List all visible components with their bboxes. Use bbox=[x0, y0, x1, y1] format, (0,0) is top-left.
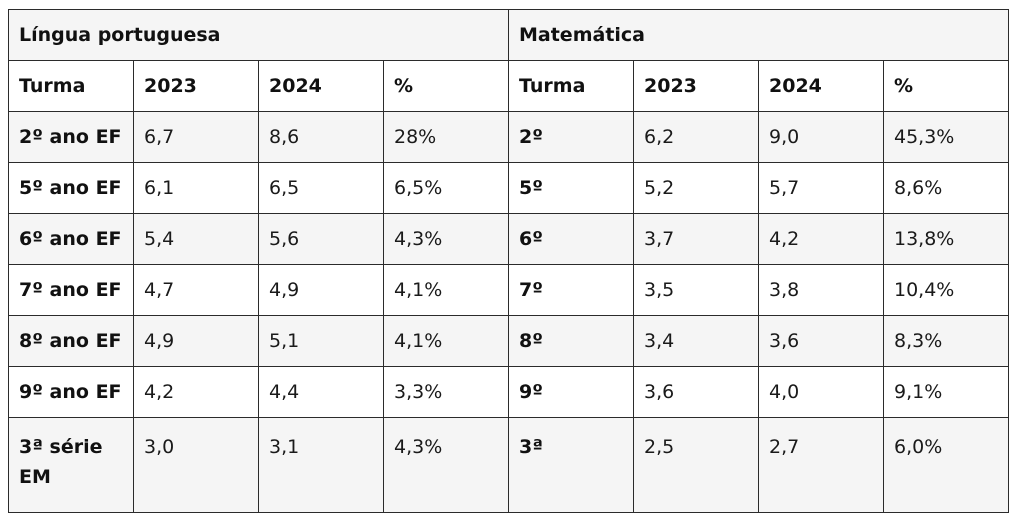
value-cell: 5,2 bbox=[633, 162, 759, 214]
value-cell: 10,4% bbox=[883, 264, 1009, 316]
value-cell: 5,6 bbox=[258, 213, 384, 265]
value-cell: 8,6% bbox=[883, 162, 1009, 214]
table-row: 2º ano EF 6,7 8,6 28% 2º 6,2 9,0 45,3% bbox=[8, 111, 1009, 163]
value-cell: 6,2 bbox=[633, 111, 759, 163]
column-header: 2024 bbox=[758, 60, 884, 112]
value-cell: 4,0 bbox=[758, 366, 884, 418]
value-cell: 5,1 bbox=[258, 315, 384, 367]
value-cell: 3,3% bbox=[383, 366, 509, 418]
row-label-cell: 8º bbox=[508, 315, 634, 367]
value-cell: 8,6 bbox=[258, 111, 384, 163]
value-cell: 28% bbox=[383, 111, 509, 163]
table-row: 3ª série EM 3,0 3,1 4,3% 3ª 2,5 2,7 6,0% bbox=[8, 417, 1009, 513]
value-cell: 5,4 bbox=[133, 213, 259, 265]
value-cell: 4,2 bbox=[758, 213, 884, 265]
row-label-cell: 3ª série EM bbox=[8, 417, 134, 513]
row-label-cell: 7º ano EF bbox=[8, 264, 134, 316]
value-cell: 3,7 bbox=[633, 213, 759, 265]
table-row: 6º ano EF 5,4 5,6 4,3% 6º 3,7 4,2 13,8% bbox=[8, 213, 1009, 265]
column-header: % bbox=[383, 60, 509, 112]
value-cell: 9,1% bbox=[883, 366, 1009, 418]
scores-table: Língua portuguesa Matemática Turma 2023 … bbox=[8, 9, 1009, 513]
column-header: 2023 bbox=[633, 60, 759, 112]
value-cell: 4,1% bbox=[383, 264, 509, 316]
value-cell: 3,4 bbox=[633, 315, 759, 367]
row-label-cell: 3ª bbox=[508, 417, 634, 513]
table-row: 8º ano EF 4,9 5,1 4,1% 8º 3,4 3,6 8,3% bbox=[8, 315, 1009, 367]
row-label-cell: 2º ano EF bbox=[8, 111, 134, 163]
value-cell: 4,2 bbox=[133, 366, 259, 418]
value-cell: 9,0 bbox=[758, 111, 884, 163]
value-cell: 4,9 bbox=[258, 264, 384, 316]
value-cell: 13,8% bbox=[883, 213, 1009, 265]
value-cell: 6,5 bbox=[258, 162, 384, 214]
column-header: % bbox=[883, 60, 1009, 112]
value-cell: 3,5 bbox=[633, 264, 759, 316]
value-cell: 3,1 bbox=[258, 417, 384, 513]
value-cell: 4,3% bbox=[383, 213, 509, 265]
column-header: Turma bbox=[8, 60, 134, 112]
row-label-cell: 5º bbox=[508, 162, 634, 214]
value-cell: 45,3% bbox=[883, 111, 1009, 163]
row-label-cell: 2º bbox=[508, 111, 634, 163]
value-cell: 5,7 bbox=[758, 162, 884, 214]
value-cell: 3,6 bbox=[633, 366, 759, 418]
table-row: 9º ano EF 4,2 4,4 3,3% 9º 3,6 4,0 9,1% bbox=[8, 366, 1009, 418]
value-cell: 2,5 bbox=[633, 417, 759, 513]
row-label-cell: 6º ano EF bbox=[8, 213, 134, 265]
value-cell: 6,7 bbox=[133, 111, 259, 163]
row-label-cell: 7º bbox=[508, 264, 634, 316]
value-cell: 4,1% bbox=[383, 315, 509, 367]
section-title-portuguese: Língua portuguesa bbox=[8, 9, 509, 61]
value-cell: 3,6 bbox=[758, 315, 884, 367]
column-header: Turma bbox=[508, 60, 634, 112]
value-cell: 6,0% bbox=[883, 417, 1009, 513]
value-cell: 4,7 bbox=[133, 264, 259, 316]
row-label-cell: 9º ano EF bbox=[8, 366, 134, 418]
value-cell: 6,1 bbox=[133, 162, 259, 214]
table-row: 5º ano EF 6,1 6,5 6,5% 5º 5,2 5,7 8,6% bbox=[8, 162, 1009, 214]
column-header: 2023 bbox=[133, 60, 259, 112]
value-cell: 2,7 bbox=[758, 417, 884, 513]
table-row: 7º ano EF 4,7 4,9 4,1% 7º 3,5 3,8 10,4% bbox=[8, 264, 1009, 316]
value-cell: 4,3% bbox=[383, 417, 509, 513]
section-title-row: Língua portuguesa Matemática bbox=[8, 9, 1009, 61]
value-cell: 6,5% bbox=[383, 162, 509, 214]
row-label-cell: 9º bbox=[508, 366, 634, 418]
row-label-cell: 5º ano EF bbox=[8, 162, 134, 214]
column-header: 2024 bbox=[258, 60, 384, 112]
row-label-cell: 6º bbox=[508, 213, 634, 265]
value-cell: 3,8 bbox=[758, 264, 884, 316]
value-cell: 4,9 bbox=[133, 315, 259, 367]
value-cell: 8,3% bbox=[883, 315, 1009, 367]
value-cell: 4,4 bbox=[258, 366, 384, 418]
value-cell: 3,0 bbox=[133, 417, 259, 513]
column-header-row: Turma 2023 2024 % Turma 2023 2024 % bbox=[8, 60, 1009, 112]
row-label-cell: 8º ano EF bbox=[8, 315, 134, 367]
section-title-math: Matemática bbox=[508, 9, 1009, 61]
